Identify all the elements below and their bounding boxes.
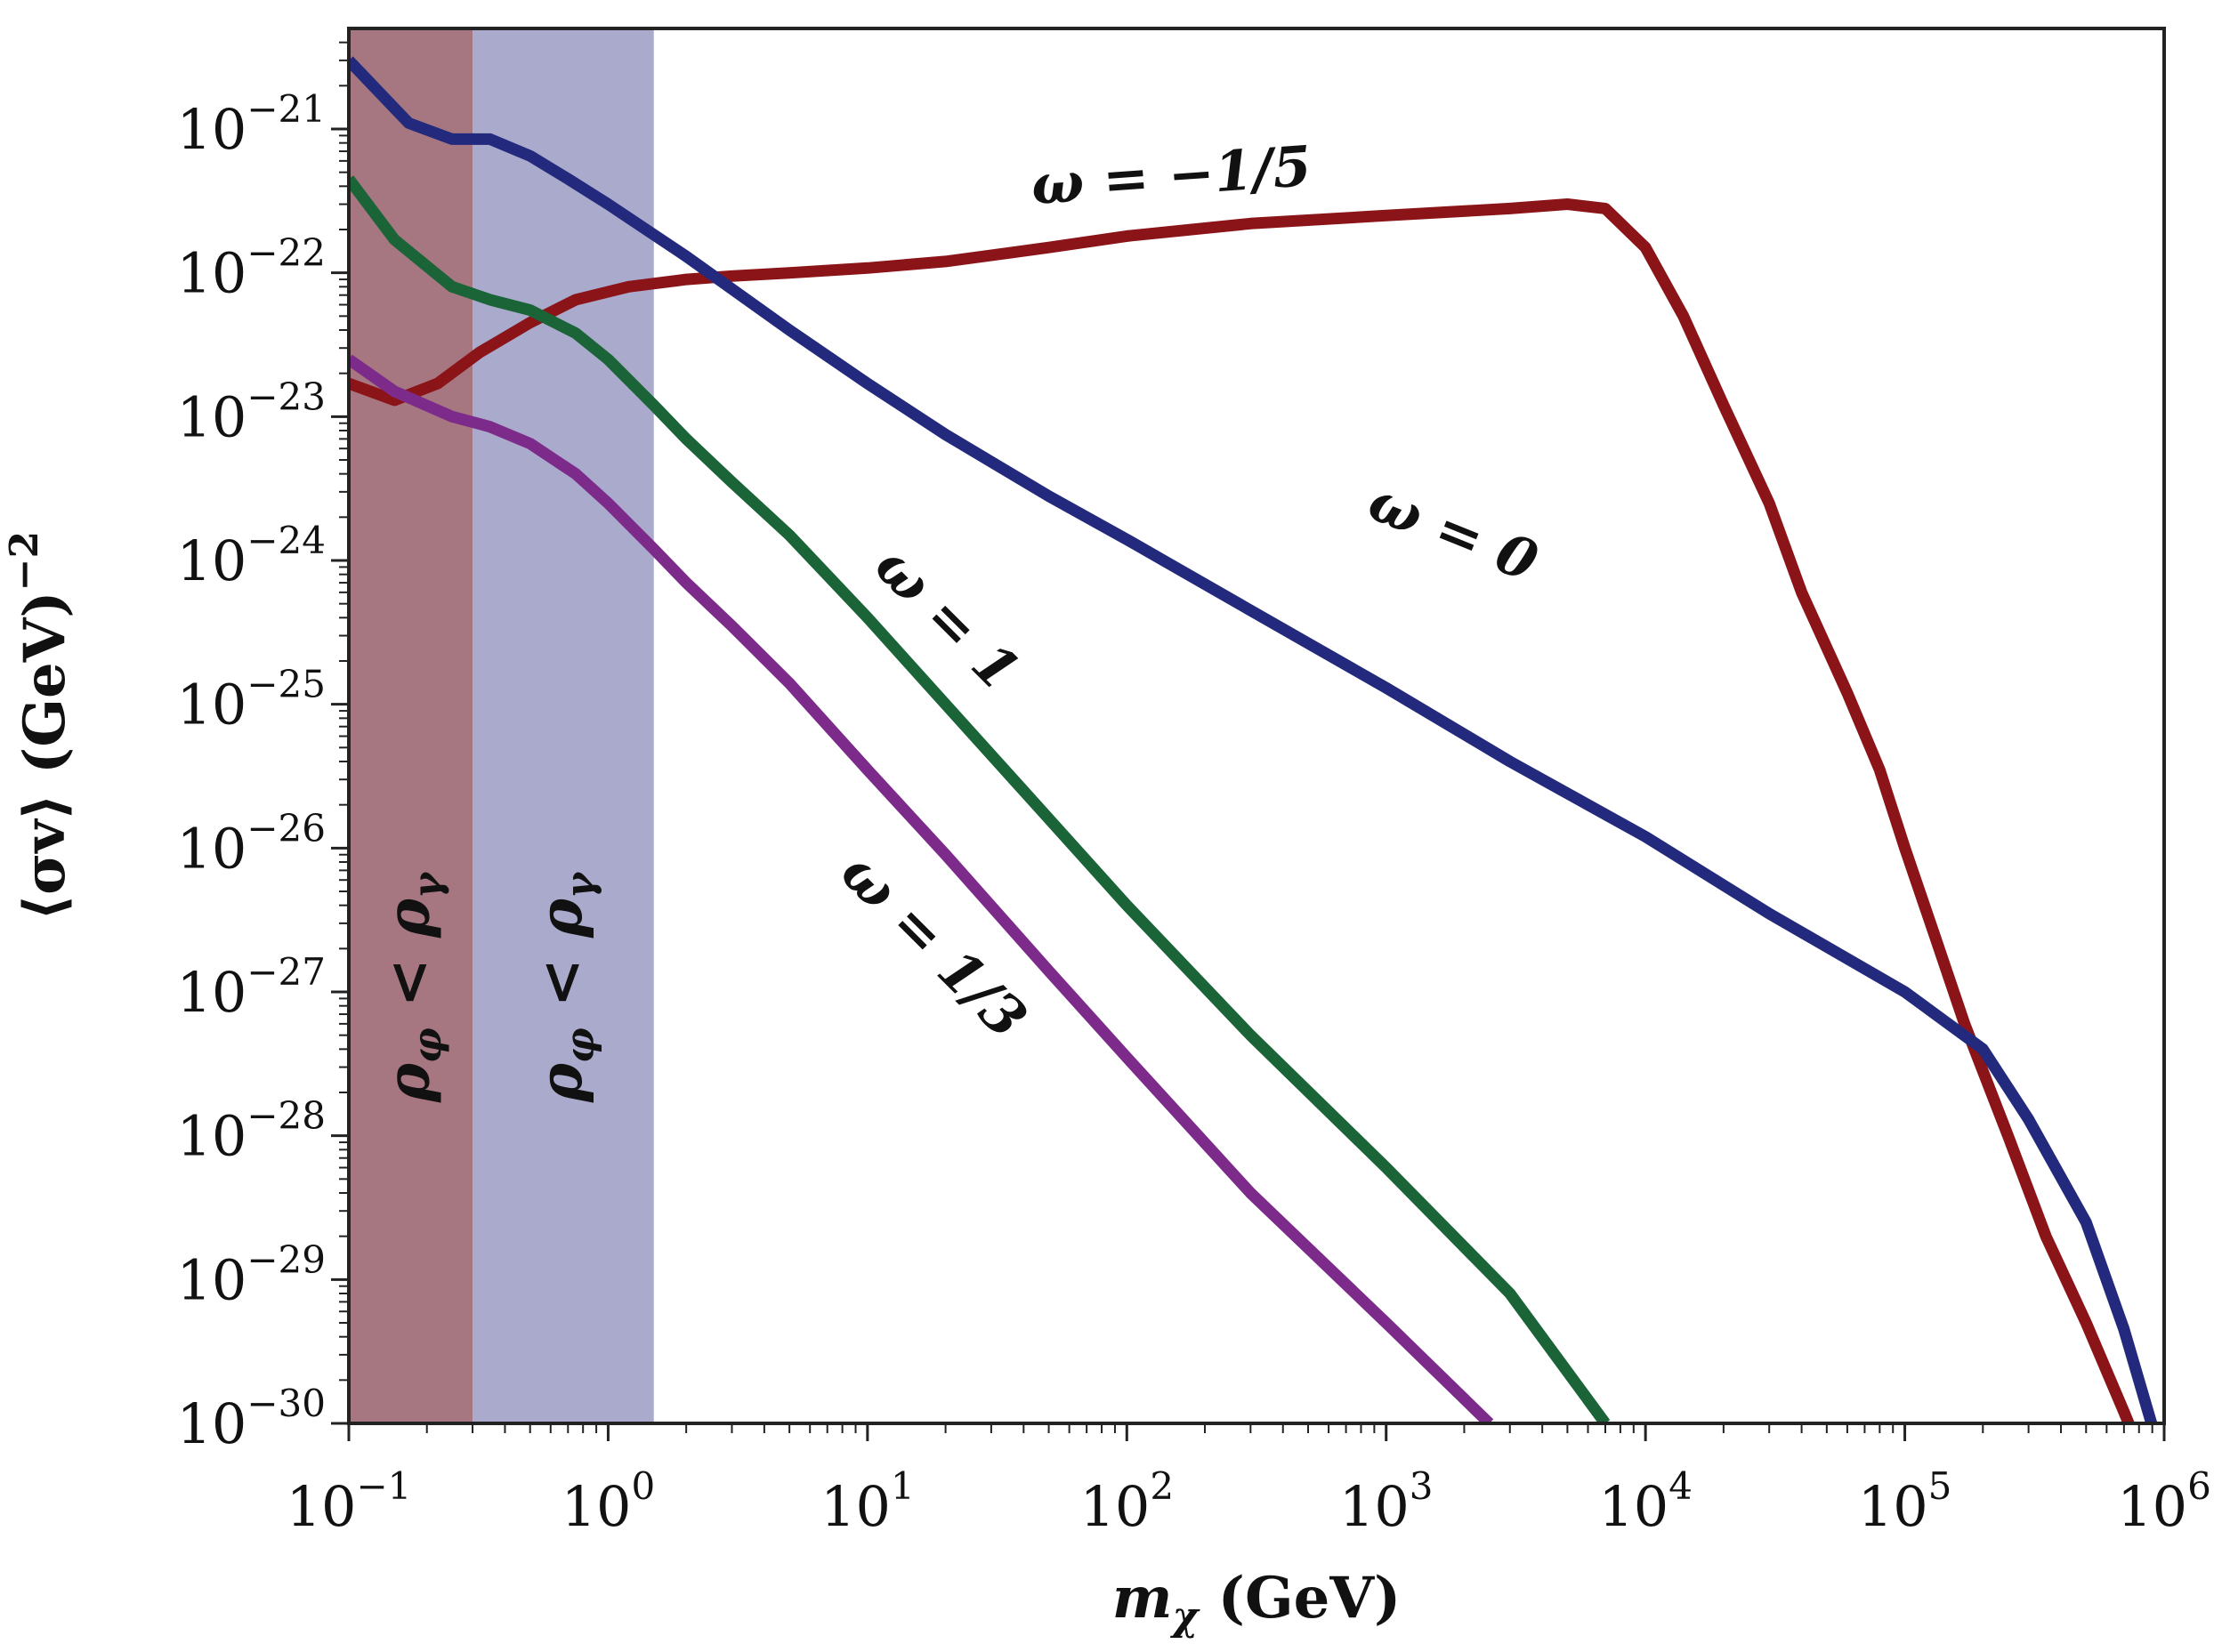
y-tick-label: 10−27 (176, 950, 326, 1025)
y-tick-label: 10−28 (176, 1094, 326, 1169)
y-tick-exp: −28 (246, 1094, 326, 1138)
y-tick-exp: −25 (246, 663, 326, 706)
band-label-rho2: ρ (526, 898, 595, 939)
x-tick-exp: 3 (1410, 1464, 1434, 1508)
y-tick-base: 10 (176, 97, 246, 162)
band-label-rho2: ρ (374, 898, 443, 939)
y-tick-base: 10 (176, 816, 246, 881)
y-tick-base: 10 (176, 384, 246, 449)
series-line-1 (349, 198, 2136, 1423)
band-label-sub2: γ (406, 871, 451, 899)
x-tick-label: 101 (820, 1464, 915, 1539)
y-tick-label: 10−24 (176, 519, 326, 593)
band-label-op: < (374, 938, 443, 1027)
y-axis-label-superscript: −2 (2, 531, 47, 591)
y-tick-label: 10−25 (176, 663, 326, 737)
band-2 (473, 28, 654, 1423)
x-axis-label: mχ (GeV) (1112, 1565, 1402, 1640)
y-tick-base: 10 (176, 673, 246, 737)
y-axis: 10−2110−2210−2310−2410−2510−2610−2710−28… (176, 41, 349, 1456)
band-label-sub: φ (406, 1027, 451, 1063)
band-label-op: < (526, 938, 595, 1027)
x-tick-exp: 0 (632, 1464, 656, 1508)
x-tick-label: 10−1 (287, 1464, 412, 1539)
x-tick-base: 10 (1079, 1474, 1150, 1539)
x-tick-label: 105 (1858, 1464, 1952, 1539)
x-tick-label: 100 (562, 1464, 656, 1539)
y-tick-base: 10 (176, 528, 246, 593)
y-tick-label: 10−21 (176, 87, 326, 162)
band-label-1: ρφ < ργ (374, 871, 451, 1103)
y-tick-base: 10 (176, 960, 246, 1025)
x-tick-base: 10 (2117, 1474, 2187, 1539)
band-1 (349, 28, 473, 1423)
y-tick-exp: −29 (246, 1237, 326, 1281)
y-tick-label: 10−22 (176, 231, 326, 306)
y-tick-exp: −27 (246, 950, 326, 994)
x-tick-base: 10 (287, 1474, 357, 1539)
x-tick-base: 10 (562, 1474, 632, 1539)
x-tick-label: 103 (1339, 1464, 1434, 1539)
y-axis-label: ⟨σv⟩ (GeV)−2 (2, 531, 78, 921)
series-line-2 (349, 56, 2158, 1423)
x-tick-base: 10 (1598, 1474, 1668, 1539)
x-axis-label-symbol: m (1112, 1565, 1173, 1632)
y-tick-exp: −24 (246, 519, 326, 562)
y-tick-exp: −26 (246, 806, 326, 850)
series-line-4 (349, 354, 1494, 1423)
x-axis-label-unit: (GeV) (1198, 1565, 1401, 1632)
y-tick-label: 10−30 (176, 1382, 326, 1456)
x-tick-base: 10 (820, 1474, 891, 1539)
y-tick-exp: −23 (246, 375, 326, 418)
x-tick-exp: 2 (1150, 1464, 1174, 1508)
x-tick-exp: 1 (891, 1464, 915, 1508)
x-tick-label: 102 (1079, 1464, 1174, 1539)
x-tick-exp: 5 (1928, 1464, 1952, 1508)
y-tick-base: 10 (176, 241, 246, 306)
band-label-2: ρφ < ργ (526, 871, 603, 1103)
y-tick-base: 10 (176, 1247, 246, 1312)
x-tick-base: 10 (1858, 1474, 1928, 1539)
y-tick-exp: −30 (246, 1382, 326, 1425)
x-tick-exp: 6 (2187, 1464, 2211, 1508)
x-tick-exp: 4 (1668, 1464, 1693, 1508)
band-label-rho: ρ (526, 1062, 595, 1103)
y-tick-label: 10−26 (176, 806, 326, 881)
x-tick-label: 106 (2117, 1464, 2211, 1539)
series-line-3 (349, 175, 1611, 1423)
shaded-bands (349, 28, 654, 1423)
y-tick-label: 10−23 (176, 375, 326, 449)
band-label-sub: φ (558, 1027, 603, 1063)
series-lines (349, 56, 2158, 1423)
y-tick-label: 10−29 (176, 1237, 326, 1312)
y-tick-base: 10 (176, 1104, 246, 1169)
x-tick-exp: −1 (356, 1464, 411, 1508)
y-tick-base: 10 (176, 1391, 246, 1456)
x-tick-label: 104 (1598, 1464, 1693, 1539)
y-tick-exp: −22 (246, 231, 326, 275)
band-label-sub2: γ (558, 871, 603, 899)
y-tick-exp: −21 (246, 87, 326, 131)
x-tick-base: 10 (1339, 1474, 1410, 1539)
x-axis-label-subscript: χ (1169, 1594, 1200, 1640)
y-axis-label-main: ⟨σv⟩ (GeV) (12, 591, 78, 921)
band-label-rho: ρ (374, 1062, 443, 1103)
x-axis: 10−1 100 101 102 103 104 105 106 (287, 1423, 2211, 1539)
